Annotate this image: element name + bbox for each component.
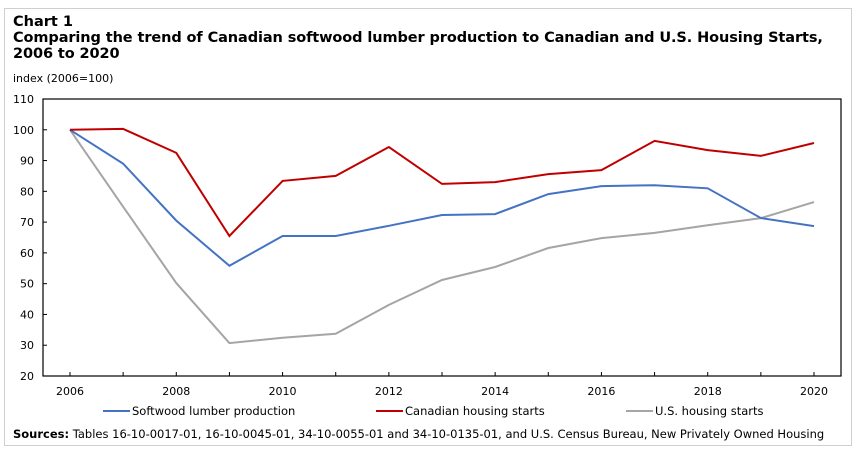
y-axis-unit-label: index (2006=100)	[13, 72, 114, 85]
title-block: Chart 1 Comparing the trend of Canadian …	[13, 14, 853, 62]
x-tick-label: 2020	[800, 385, 828, 398]
y-tick-label: 30	[20, 339, 34, 352]
legend-item-us-housing: U.S. housing starts	[626, 404, 764, 418]
sources-label: Sources:	[13, 427, 70, 441]
y-tick-label: 70	[20, 216, 34, 229]
y-tick-label: 60	[20, 247, 34, 260]
legend-swatch-us-housing	[626, 410, 653, 412]
y-tick-label: 90	[20, 155, 34, 168]
legend-item-softwood: Softwood lumber production	[103, 404, 295, 418]
y-tick-label: 50	[20, 278, 34, 291]
x-tick-label: 2006	[56, 385, 84, 398]
legend-label-us-housing: U.S. housing starts	[655, 404, 764, 418]
chart-frame	[4, 8, 852, 446]
x-tick-label: 2008	[162, 385, 190, 398]
x-tick-label: 2010	[269, 385, 297, 398]
y-tick-label: 80	[20, 185, 34, 198]
softwood-lumber-line	[69, 128, 815, 268]
legend-item-canadian-housing: Canadian housing starts	[376, 404, 545, 418]
legend-swatch-canadian-housing	[376, 410, 403, 412]
chart-title: Comparing the trend of Canadian softwood…	[13, 30, 823, 62]
y-tick-label: 100	[13, 124, 34, 137]
x-tick-label: 2018	[694, 385, 722, 398]
x-tick-label: 2016	[587, 385, 615, 398]
plot-area-border	[42, 98, 842, 377]
canadian-housing-starts-line	[69, 127, 815, 238]
y-tick-label: 110	[13, 93, 34, 106]
sources-note: Sources: Tables 16-10-0017-01, 16-10-004…	[13, 427, 824, 441]
y-tick-label: 20	[20, 370, 34, 383]
y-tick-label: 40	[20, 308, 34, 321]
legend-label-canadian-housing: Canadian housing starts	[405, 404, 545, 418]
sources-text: Tables 16-10-0017-01, 16-10-0045-01, 34-…	[72, 427, 825, 441]
legend-label-softwood: Softwood lumber production	[132, 404, 296, 418]
x-tick-label: 2014	[481, 385, 509, 398]
legend-swatch-softwood	[103, 410, 130, 412]
x-tick-label: 2012	[375, 385, 403, 398]
us-housing-starts-line	[69, 129, 815, 345]
chart-number: Chart 1	[13, 14, 73, 30]
